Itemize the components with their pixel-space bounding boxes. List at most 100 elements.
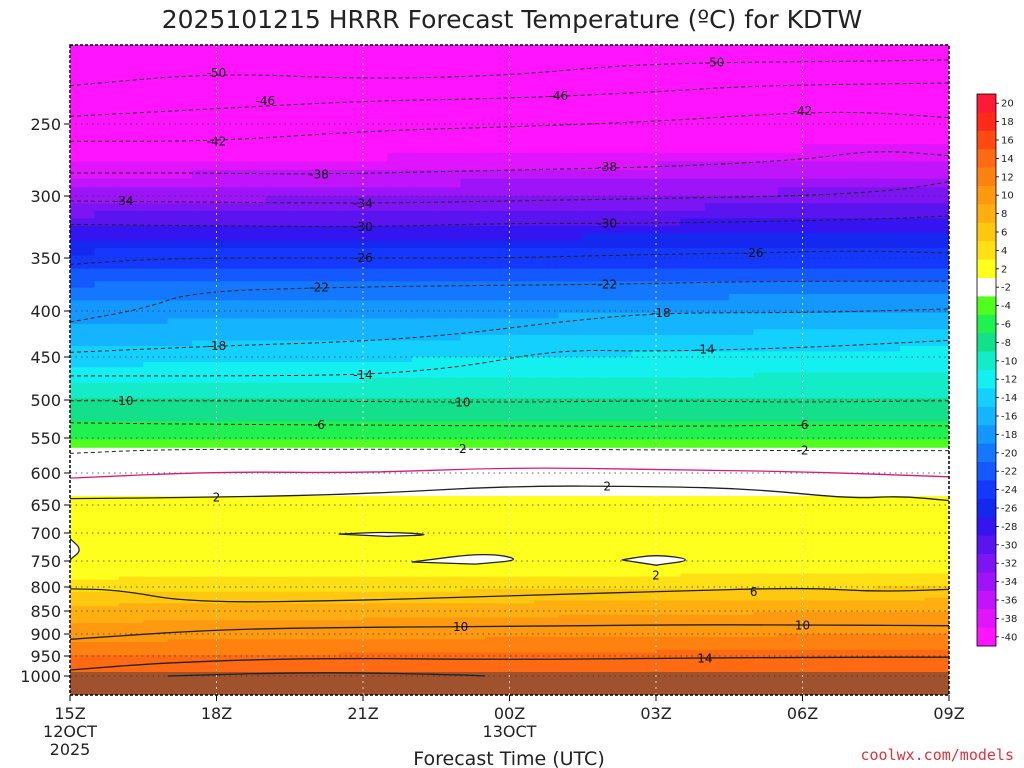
temperature-cell <box>582 262 609 270</box>
temperature-cell <box>875 218 902 227</box>
temperature-cell <box>704 641 731 646</box>
temperature-cell <box>485 460 511 466</box>
temperature-cell <box>289 382 316 389</box>
temperature-cell <box>436 323 462 330</box>
temperature-cell <box>143 573 169 578</box>
temperature-cell <box>460 660 487 663</box>
temperature-cell <box>363 248 389 257</box>
temperature-cell <box>363 579 389 584</box>
temperature-cell <box>802 597 828 602</box>
temperature-cell <box>533 287 560 295</box>
temperature-cell <box>94 233 120 242</box>
temperature-cell <box>265 649 291 654</box>
temperature-cell <box>314 456 340 461</box>
temperature-cell <box>240 499 267 505</box>
temperature-cell <box>265 614 291 619</box>
temperature-cell <box>387 473 413 478</box>
temperature-cell <box>460 547 487 552</box>
temperature-cell <box>485 649 511 654</box>
temperature-cell <box>582 614 609 619</box>
temperature-cell <box>70 631 96 635</box>
temperature-cell <box>289 636 316 640</box>
temperature-cell <box>387 281 413 289</box>
temperature-cell <box>631 517 657 522</box>
temperature-cell <box>167 412 194 418</box>
temperature-cell <box>338 460 364 466</box>
temperature-cell <box>729 88 755 97</box>
temperature-cell <box>265 294 291 301</box>
temperature-cell <box>851 421 877 427</box>
temperature-cell <box>631 218 657 227</box>
temperature-cell <box>851 631 877 635</box>
temperature-cell <box>729 606 755 610</box>
temperature-cell <box>582 664 609 668</box>
temperature-cell <box>265 669 291 673</box>
temperature-cell <box>265 492 291 497</box>
temperature-cell <box>802 496 828 501</box>
temperature-cell <box>802 135 828 145</box>
temperature-cell <box>729 144 755 154</box>
temperature-cell <box>460 667 487 671</box>
temperature-cell <box>118 628 145 632</box>
temperature-cell <box>338 255 364 263</box>
temperature-cell <box>753 88 780 97</box>
temperature-cell <box>778 233 804 242</box>
temperature-cell <box>656 45 682 51</box>
temperature-cell <box>485 357 511 363</box>
temperature-cell <box>460 170 487 180</box>
temperature-cell <box>485 152 511 163</box>
temperature-cell <box>265 340 291 347</box>
temperature-cell <box>192 103 218 112</box>
temperature-cell <box>118 300 145 308</box>
temperature-cell <box>387 412 413 418</box>
temperature-cell <box>70 203 96 212</box>
temperature-cell <box>387 225 413 234</box>
temperature-cell <box>192 351 218 358</box>
temperature-cell <box>70 80 96 89</box>
temperature-cell <box>314 362 340 368</box>
temperature-cell <box>778 447 804 453</box>
temperature-cell <box>607 274 633 282</box>
temperature-cell <box>265 524 291 528</box>
temperature-cell <box>240 135 267 145</box>
temperature-cell <box>387 262 413 270</box>
temperature-cell <box>656 262 682 270</box>
temperature-cell <box>729 503 755 508</box>
temperature-cell <box>167 287 194 295</box>
temperature-cell <box>118 45 145 51</box>
temperature-cell <box>94 170 120 180</box>
temperature-cell <box>216 524 242 528</box>
temperature-cell <box>631 362 657 368</box>
temperature-cell <box>704 517 731 522</box>
temperature-cell <box>826 480 853 486</box>
temperature-cell <box>533 210 560 219</box>
temperature-cell <box>192 407 218 413</box>
temperature-cell <box>704 203 731 212</box>
temperature-cell <box>436 520 462 525</box>
temperature-cell <box>533 476 560 482</box>
temperature-cell <box>753 425 780 431</box>
temperature-cell <box>558 430 584 436</box>
temperature-cell <box>94 540 120 545</box>
temperature-cell <box>216 468 242 474</box>
temperature-cell <box>753 524 780 528</box>
temperature-cell <box>216 588 242 593</box>
temperature-cell <box>729 421 755 427</box>
temperature-cell <box>558 507 584 512</box>
temperature-cell <box>509 152 535 163</box>
temperature-cell <box>192 393 218 399</box>
temperature-cell <box>729 318 755 325</box>
temperature-cell <box>289 476 316 482</box>
temperature-cell <box>485 534 511 539</box>
temperature-cell <box>94 657 120 661</box>
temperature-cell <box>582 468 609 474</box>
temperature-cell <box>240 367 267 374</box>
temperature-cell <box>558 547 584 552</box>
temperature-cell <box>460 476 487 482</box>
temperature-cell <box>265 510 291 515</box>
temperature-cell <box>656 95 682 105</box>
temperature-cell <box>509 210 535 219</box>
temperature-cell <box>607 611 633 616</box>
temperature-cell <box>607 567 633 571</box>
temperature-cell <box>314 550 340 555</box>
